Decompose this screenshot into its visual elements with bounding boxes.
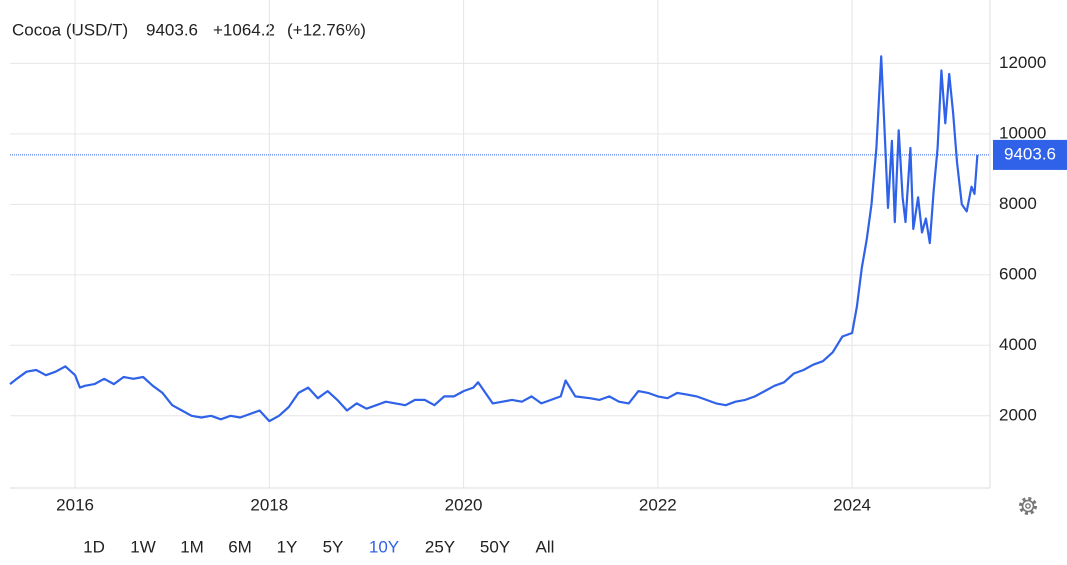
last-value-label: 9403.6 — [1004, 144, 1056, 163]
y-tick-label: 6000 — [999, 264, 1037, 283]
last-value-box — [993, 139, 1067, 170]
chart-title: Cocoa (USD/T) — [12, 20, 128, 39]
change-percent: (+12.76%) — [287, 20, 366, 39]
y-tick-label: 12000 — [999, 53, 1046, 72]
range-button[interactable]: 1Y — [277, 537, 298, 556]
price-line — [9, 55, 979, 423]
x-tick-label: 2024 — [833, 495, 871, 514]
range-button[interactable]: 1W — [130, 537, 156, 556]
range-button[interactable]: 5Y — [323, 537, 344, 556]
range-button[interactable]: 1D — [83, 537, 105, 556]
y-tick-label: 2000 — [999, 405, 1037, 424]
gear-body — [1021, 499, 1035, 513]
change: +1064.2 — [213, 20, 275, 39]
range-button[interactable]: 1M — [180, 537, 204, 556]
range-button[interactable]: All — [536, 537, 555, 556]
y-tick-label: 10000 — [999, 123, 1046, 142]
y-tick-label: 4000 — [999, 335, 1037, 354]
range-button[interactable]: 10Y — [369, 537, 399, 556]
range-button[interactable]: 6M — [228, 537, 252, 556]
range-button[interactable]: 50Y — [480, 537, 510, 556]
settings-icon[interactable] — [1019, 497, 1037, 515]
last-value: 9403.6 — [146, 20, 198, 39]
y-tick-label: 8000 — [999, 194, 1037, 213]
x-tick-label: 2022 — [639, 495, 677, 514]
range-button[interactable]: 25Y — [425, 537, 455, 556]
gear-teeth — [1019, 497, 1037, 515]
x-tick-label: 2020 — [445, 495, 483, 514]
gear-hole — [1025, 503, 1031, 509]
x-tick-label: 2018 — [250, 495, 288, 514]
x-tick-label: 2016 — [56, 495, 94, 514]
